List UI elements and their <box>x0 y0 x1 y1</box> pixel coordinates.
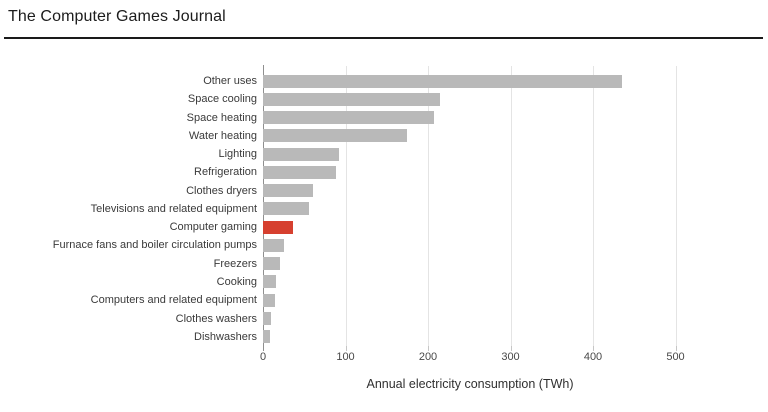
chart-row: Other uses <box>0 72 768 90</box>
x-tick-label: 500 <box>666 351 685 363</box>
category-label: Freezers <box>213 257 257 270</box>
bar-track <box>263 200 703 218</box>
category-label: Computer gaming <box>169 221 257 234</box>
bar <box>263 275 277 289</box>
x-tick-mark <box>345 346 347 351</box>
bar <box>263 312 272 325</box>
x-tick-mark <box>510 346 512 351</box>
bar <box>263 129 408 143</box>
bar <box>263 111 434 125</box>
gridline <box>593 66 594 346</box>
chart-row: Dishwashers <box>0 328 768 346</box>
chart-row: Televisions and related equipment <box>0 200 768 218</box>
x-axis-title: Annual electricity consumption (TWh) <box>366 377 574 391</box>
bar-track <box>263 163 703 181</box>
bar <box>263 257 280 271</box>
chart-row: Clothes dryers <box>0 182 768 200</box>
bar <box>263 238 284 252</box>
gridline <box>510 66 512 346</box>
bar <box>263 74 622 88</box>
category-label: Televisions and related equipment <box>90 202 257 215</box>
category-label: Water heating <box>188 129 257 142</box>
x-tick-label: 300 <box>501 351 520 363</box>
x-tick-mark <box>428 346 429 351</box>
bar-track <box>263 328 703 346</box>
chart-row: Cooking <box>0 273 768 291</box>
chart-row: Lighting <box>0 145 768 163</box>
x-tick-mark <box>593 346 594 351</box>
chart-row: Clothes washers <box>0 310 768 328</box>
bar-track <box>263 236 703 254</box>
bar-track <box>263 182 703 200</box>
category-label: Refrigeration <box>194 166 257 179</box>
header-rule <box>4 37 763 39</box>
x-tick-mark <box>263 346 264 351</box>
gridline <box>345 66 347 346</box>
bar <box>263 330 270 344</box>
bar-track <box>263 218 703 236</box>
x-tick-label: 200 <box>418 351 438 363</box>
category-label: Clothes dryers <box>186 184 257 197</box>
bar-track <box>263 255 703 273</box>
category-label: Lighting <box>218 148 257 161</box>
bar <box>263 165 336 179</box>
gridline <box>675 66 677 346</box>
bar <box>263 147 339 161</box>
gridline <box>428 66 429 346</box>
category-label: Space heating <box>186 111 257 124</box>
bar <box>263 184 313 198</box>
chart-row: Refrigeration <box>0 163 768 181</box>
chart-row: Freezers <box>0 255 768 273</box>
bar <box>263 202 310 216</box>
bar-track <box>263 273 703 291</box>
x-tick-label: 0 <box>259 351 267 363</box>
chart-row: Space heating <box>0 109 768 127</box>
journal-title: The Computer Games Journal <box>8 8 226 25</box>
chart-row: Furnace fans and boiler circulation pump… <box>0 236 768 254</box>
x-tick-label: 400 <box>583 351 603 363</box>
category-label: Space cooling <box>187 93 257 106</box>
chart-row: Computers and related equipment <box>0 291 768 309</box>
category-label: Other uses <box>203 75 257 87</box>
bar-track <box>263 310 703 328</box>
bar <box>263 293 276 307</box>
x-tick-mark <box>675 346 677 351</box>
bar-track <box>263 291 703 309</box>
bar-track <box>263 72 703 90</box>
chart-row: Computer gaming <box>0 218 768 236</box>
x-tick-label: 100 <box>336 351 355 363</box>
bar-highlighted <box>263 220 293 234</box>
category-label: Cooking <box>216 275 257 288</box>
bar-track <box>263 109 703 127</box>
chart-row: Water heating <box>0 127 768 145</box>
category-label: Furnace fans and boiler circulation pump… <box>52 239 257 252</box>
category-label: Computers and related equipment <box>90 294 257 307</box>
chart-row: Space cooling <box>0 90 768 108</box>
bar <box>263 92 441 106</box>
category-label: Dishwashers <box>194 330 257 343</box>
category-label: Clothes washers <box>175 312 257 325</box>
bar-track <box>263 145 703 163</box>
bar-track <box>263 90 703 108</box>
bar-track <box>263 127 703 145</box>
